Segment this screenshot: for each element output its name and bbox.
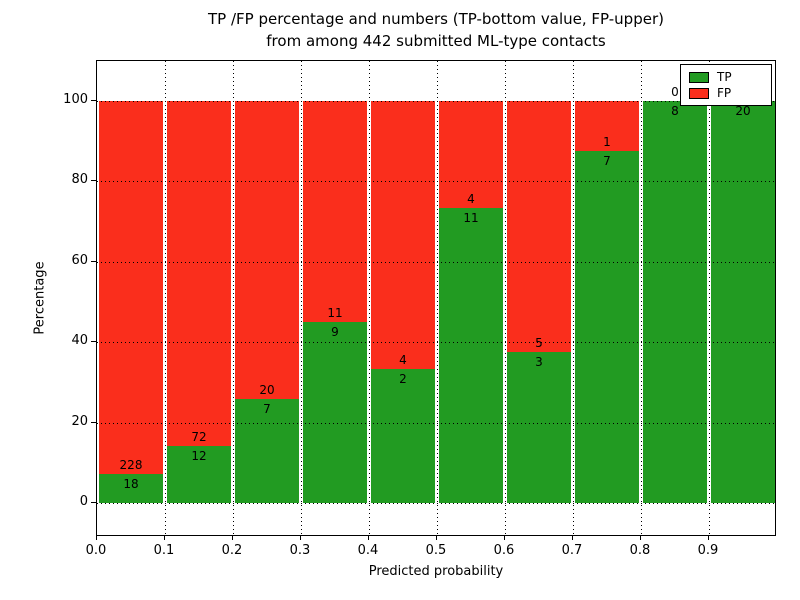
gridline-y-60 [97, 261, 775, 263]
tp-count-label-0.7: 7 [603, 154, 611, 169]
tp-count-label-0.8: 8 [671, 104, 679, 118]
x-tickmark-0.7 [572, 536, 573, 540]
gridline-x-0.6 [505, 61, 506, 535]
y-tickmark-60 [91, 260, 96, 262]
legend-swatch-tp [689, 71, 709, 83]
gridline-x-0.9 [709, 61, 710, 535]
fp-count-label-0.8: 0 [671, 85, 679, 99]
x-tickmark-0.2 [232, 536, 233, 540]
tp-count-label-0.3: 9 [331, 325, 339, 340]
legend-entry-tp: TP [689, 69, 763, 85]
tp-count-label-0.5: 11 [463, 211, 479, 226]
y-tick-label-60: 60 [71, 252, 88, 268]
x-tick-label-0.1: 0.1 [153, 543, 175, 558]
x-tick-label-0.8: 0.8 [629, 543, 651, 558]
fp-count-label-0.3: 11 [327, 306, 343, 321]
x-tick-label-0.7: 0.7 [561, 543, 583, 558]
gridline-x-0.8 [641, 61, 642, 535]
y-tick-label-100: 100 [63, 92, 88, 107]
y-tickmark-40 [91, 341, 96, 343]
x-tick-label-0.3: 0.3 [289, 543, 311, 558]
fp-count-label-0.0: 228 [119, 457, 143, 472]
bar-fp-0.1 [167, 101, 231, 446]
legend-label-fp: FP [717, 86, 732, 100]
tp-count-label-0.4: 2 [399, 372, 407, 386]
legend-entry-fp: FP [689, 85, 763, 101]
x-tickmark-0.5 [436, 536, 437, 540]
bar-tp-0.3 [303, 322, 367, 503]
gridline-x-0.7 [573, 61, 574, 535]
x-tick-label-0.2: 0.2 [221, 543, 243, 558]
x-tickmark-0.3 [300, 536, 301, 540]
fp-count-label-0.5: 4 [467, 192, 475, 207]
fp-count-label-0.6: 5 [535, 336, 543, 351]
tp-count-label-0.2: 7 [263, 401, 271, 416]
x-tick-label-0.0: 0.0 [85, 543, 107, 558]
tp-count-label-0.0: 18 [123, 476, 139, 491]
bar-tp-0.2 [235, 398, 299, 503]
bar-tp-0.7 [575, 151, 639, 503]
fp-count-label-0.1: 72 [191, 429, 207, 444]
legend: TP FP [680, 64, 772, 106]
plot-area: 22818721220711942411531708020 [96, 60, 776, 536]
bar-tp-0.1 [167, 445, 231, 503]
bar-tp-0.8 [643, 101, 707, 503]
fp-count-label-0.7: 1 [603, 135, 611, 150]
gridline-y-20 [97, 422, 775, 424]
tp-count-label-0.6: 3 [535, 355, 543, 370]
x-tickmark-0.8 [640, 536, 641, 540]
x-tickmark-0.4 [368, 536, 369, 540]
bar-fp-0.2 [235, 101, 299, 399]
y-tickmark-20 [91, 421, 96, 423]
bar-fp-0.4 [371, 101, 435, 369]
chart-title-line1: TP /FP percentage and numbers (TP-bottom… [208, 10, 664, 28]
bar-fp-0.5 [439, 101, 503, 209]
gridline-y-40 [97, 342, 775, 344]
y-axis-label: Percentage [32, 261, 48, 335]
bar-fp-0.7 [575, 101, 639, 152]
x-tick-label-0.6: 0.6 [493, 543, 515, 558]
fp-count-label-0.4: 4 [399, 353, 407, 367]
gridline-x-0.3 [301, 61, 302, 535]
y-tick-label-40: 40 [71, 333, 88, 349]
x-tick-label-0.5: 0.5 [425, 543, 447, 558]
y-tick-label-0: 0 [79, 494, 88, 509]
tp-count-label-0.9: 20 [735, 104, 751, 118]
x-tickmark-0.6 [504, 536, 505, 540]
bar-tp-0.5 [439, 208, 503, 503]
legend-label-tp: TP [717, 70, 732, 84]
y-tick-label-80: 80 [71, 172, 88, 188]
chart-title: TP /FP percentage and numbers (TP-bottom… [96, 8, 776, 52]
x-tick-label-0.9: 0.9 [697, 543, 719, 558]
bar-tp-0.4 [371, 369, 435, 503]
fp-count-label-0.2: 20 [259, 382, 275, 397]
x-tickmark-0.0 [96, 536, 97, 540]
gridline-x-0.4 [369, 61, 370, 535]
y-tickmark-80 [91, 180, 96, 182]
bar-fp-0.6 [507, 101, 571, 353]
gridline-y-100 [97, 101, 775, 102]
gridline-y-0 [97, 503, 775, 504]
x-tickmark-0.9 [708, 536, 709, 540]
chart-title-line2: from among 442 submitted ML-type contact… [266, 32, 606, 50]
gridline-y-80 [97, 181, 775, 183]
gridline-x-0.5 [437, 61, 438, 535]
y-tickmark-100 [91, 100, 96, 101]
legend-swatch-fp [689, 87, 709, 99]
x-tickmark-0.1 [164, 536, 165, 540]
gridline-x-0.2 [233, 61, 234, 535]
y-tick-label-20: 20 [71, 413, 88, 429]
gridline-x-0.1 [165, 61, 166, 535]
bar-tp-0.6 [507, 352, 571, 503]
bar-fp-0.0 [99, 101, 163, 474]
tp-count-label-0.1: 12 [191, 448, 207, 463]
bar-tp-0.9 [711, 101, 775, 503]
x-axis-label: Predicted probability [368, 564, 504, 579]
bar-fp-0.3 [303, 101, 367, 323]
y-tickmark-0 [91, 502, 96, 503]
bar-tp-0.0 [99, 473, 163, 503]
x-tick-label-0.4: 0.4 [357, 543, 379, 558]
